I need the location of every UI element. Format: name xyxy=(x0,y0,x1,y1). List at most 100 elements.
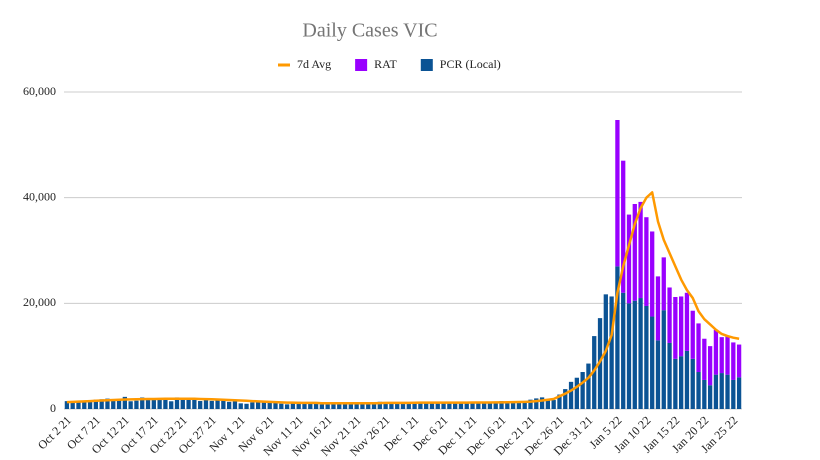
bar xyxy=(499,401,504,409)
bar xyxy=(267,402,272,409)
bar xyxy=(702,379,707,409)
bar xyxy=(655,276,661,341)
bar xyxy=(690,358,695,409)
bar xyxy=(76,400,81,409)
bar xyxy=(673,358,678,409)
legend-swatch xyxy=(420,59,433,71)
bar xyxy=(609,296,614,409)
bar xyxy=(719,337,724,374)
bar xyxy=(424,402,429,409)
bar xyxy=(470,402,475,409)
bar xyxy=(331,403,336,409)
bar xyxy=(510,402,516,409)
bar xyxy=(661,310,666,409)
bar xyxy=(255,401,261,409)
y-tick-label: 20,000 xyxy=(23,295,56,309)
bar xyxy=(366,402,371,409)
bar xyxy=(406,402,411,409)
bar xyxy=(186,398,191,409)
bar xyxy=(215,398,220,409)
bar xyxy=(563,389,568,409)
bar xyxy=(418,402,423,409)
bar xyxy=(516,402,522,409)
bar xyxy=(534,398,539,409)
bar xyxy=(667,342,672,409)
bar xyxy=(180,398,185,409)
bar xyxy=(626,303,632,409)
bar xyxy=(354,403,359,409)
bar xyxy=(707,346,713,386)
bar xyxy=(169,401,174,409)
bar xyxy=(296,401,301,409)
bar xyxy=(505,401,510,409)
bar xyxy=(82,401,87,409)
bar xyxy=(580,372,585,409)
bar xyxy=(650,231,655,317)
bar xyxy=(650,316,655,409)
bar xyxy=(568,381,574,409)
bar xyxy=(736,377,742,409)
bar xyxy=(412,402,417,409)
bar xyxy=(87,400,93,409)
line xyxy=(66,191,740,405)
bar xyxy=(551,400,556,409)
bar xyxy=(145,398,151,409)
bar xyxy=(279,403,284,409)
bar xyxy=(528,399,533,409)
bar xyxy=(70,401,75,409)
bar xyxy=(111,399,116,409)
bar xyxy=(261,402,267,409)
bar xyxy=(163,399,168,409)
bar xyxy=(684,350,690,409)
bar xyxy=(232,401,238,409)
bar xyxy=(731,379,736,409)
bar xyxy=(632,204,637,301)
bar xyxy=(435,402,440,409)
bar xyxy=(731,342,736,380)
legend-label: 7d Avg xyxy=(297,57,331,71)
bar xyxy=(198,401,203,409)
bar xyxy=(93,399,99,409)
bar xyxy=(116,400,122,409)
bar xyxy=(337,403,342,409)
bar xyxy=(203,398,209,409)
bar xyxy=(586,363,591,409)
bar xyxy=(615,120,620,267)
bar xyxy=(638,201,643,299)
bar xyxy=(64,401,70,409)
bar xyxy=(221,400,226,409)
bar xyxy=(458,402,464,409)
bar xyxy=(429,401,435,409)
bar xyxy=(557,394,562,409)
bar xyxy=(621,292,626,409)
bar xyxy=(383,403,388,409)
bar xyxy=(615,266,620,409)
legend-label: PCR (Local) xyxy=(440,57,501,71)
bar xyxy=(481,403,487,409)
bar xyxy=(128,401,133,409)
bar xyxy=(174,397,180,409)
legend-label: RAT xyxy=(374,57,397,71)
bar xyxy=(592,336,597,409)
bar xyxy=(105,398,110,409)
bar xyxy=(389,402,394,409)
bar xyxy=(453,402,458,409)
bar xyxy=(487,402,493,409)
bar xyxy=(476,402,481,409)
legend-swatch xyxy=(355,59,368,71)
bar xyxy=(192,399,197,409)
bar xyxy=(325,404,330,409)
bar xyxy=(400,403,406,409)
bar xyxy=(151,398,156,409)
bar xyxy=(679,356,684,409)
bar xyxy=(122,396,127,409)
bar xyxy=(273,403,278,409)
bar xyxy=(140,397,145,409)
bar xyxy=(626,214,632,304)
bar xyxy=(661,257,666,311)
bar xyxy=(464,402,469,409)
bar xyxy=(99,399,104,409)
bar xyxy=(638,298,643,409)
bar xyxy=(696,323,701,373)
